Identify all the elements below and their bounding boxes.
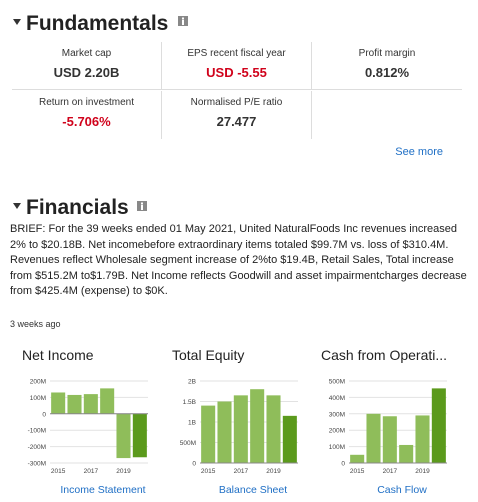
bar xyxy=(266,395,281,463)
bar xyxy=(116,413,131,459)
bar xyxy=(350,454,365,463)
bar xyxy=(431,388,446,463)
x-tick-label: 2017 xyxy=(383,468,398,475)
metric: Return on investment -5.706% xyxy=(12,91,162,139)
section-title: Fundamentals xyxy=(26,12,169,35)
metric-value: USD -5.55 xyxy=(206,65,267,80)
y-tick-label: 400M xyxy=(329,395,345,402)
metric: Normalised P/E ratio 27.477 xyxy=(162,91,312,139)
y-tick-label: -200M xyxy=(28,444,46,451)
x-tick-label: 2019 xyxy=(116,468,131,475)
metric-value: 27.477 xyxy=(216,114,257,129)
bar xyxy=(201,405,216,463)
chart-link[interactable]: Balance Sheet xyxy=(219,484,287,496)
chart-link[interactable]: Income Statement xyxy=(60,484,145,496)
collapse-icon[interactable] xyxy=(12,17,22,27)
section-title: Financials xyxy=(26,196,129,219)
bar xyxy=(250,389,265,463)
bar xyxy=(382,416,397,463)
metric-label: Return on investment xyxy=(38,97,135,108)
x-tick-label: 2017 xyxy=(84,468,99,475)
bar xyxy=(217,401,232,463)
bar xyxy=(132,413,147,458)
collapse-icon[interactable] xyxy=(12,201,22,211)
chart-title: Cash from Operati... xyxy=(321,347,447,363)
x-tick-label: 2015 xyxy=(51,468,66,475)
y-tick-label: 200M xyxy=(329,428,345,435)
y-tick-label: 0 xyxy=(42,411,46,418)
timestamp: 3 weeks ago xyxy=(10,319,61,329)
y-tick-label: 0 xyxy=(341,461,345,468)
bar xyxy=(67,394,82,414)
y-tick-label: 0 xyxy=(192,461,196,468)
y-tick-label: 300M xyxy=(329,411,345,418)
x-tick-label: 2015 xyxy=(350,468,365,475)
y-tick-label: 100M xyxy=(30,395,46,402)
chart-title: Total Equity xyxy=(172,347,244,363)
y-tick-label: 1B xyxy=(188,420,196,427)
x-tick-label: 2019 xyxy=(415,468,430,475)
metric: Market cap USD 2.20B xyxy=(12,42,162,90)
x-tick-label: 2019 xyxy=(266,468,281,475)
metric-value: 0.812% xyxy=(364,65,410,80)
chart-link[interactable]: Cash Flow xyxy=(377,484,427,496)
y-tick-label: -300M xyxy=(28,461,46,468)
metric: EPS recent fiscal year USD -5.55 xyxy=(162,42,312,90)
summary: BRIEF: For the 39 weeks ended 01 May 202… xyxy=(10,223,467,297)
chart-title: Net Income xyxy=(22,347,94,363)
metric-label: Market cap xyxy=(61,48,112,59)
bar xyxy=(415,415,430,463)
bar xyxy=(51,392,66,414)
metric-value: -5.706% xyxy=(62,114,111,129)
y-tick-label: 500M xyxy=(329,379,345,386)
metric: Profit margin 0.812% xyxy=(312,42,462,90)
metric-value: USD 2.20B xyxy=(53,65,120,80)
metric-label: Profit margin xyxy=(358,48,416,59)
bar xyxy=(282,415,297,463)
y-tick-label: 500M xyxy=(180,440,196,447)
info-icon[interactable] xyxy=(178,16,188,26)
x-tick-label: 2017 xyxy=(234,468,249,475)
x-tick-label: 2015 xyxy=(201,468,216,475)
metric-label: Normalised P/E ratio xyxy=(190,97,283,108)
bar xyxy=(366,413,381,463)
y-tick-label: 100M xyxy=(329,444,345,451)
bar xyxy=(100,388,115,414)
info-icon[interactable] xyxy=(137,201,147,211)
y-tick-label: -100M xyxy=(28,428,46,435)
y-tick-label: 200M xyxy=(30,379,46,386)
metric-label: EPS recent fiscal year xyxy=(187,48,286,59)
see-more-link[interactable]: See more xyxy=(395,146,443,158)
bar xyxy=(83,394,98,414)
y-tick-label: 2B xyxy=(188,379,196,386)
bar xyxy=(399,444,414,463)
y-tick-label: 1.5B xyxy=(183,399,196,406)
bar xyxy=(233,395,248,463)
